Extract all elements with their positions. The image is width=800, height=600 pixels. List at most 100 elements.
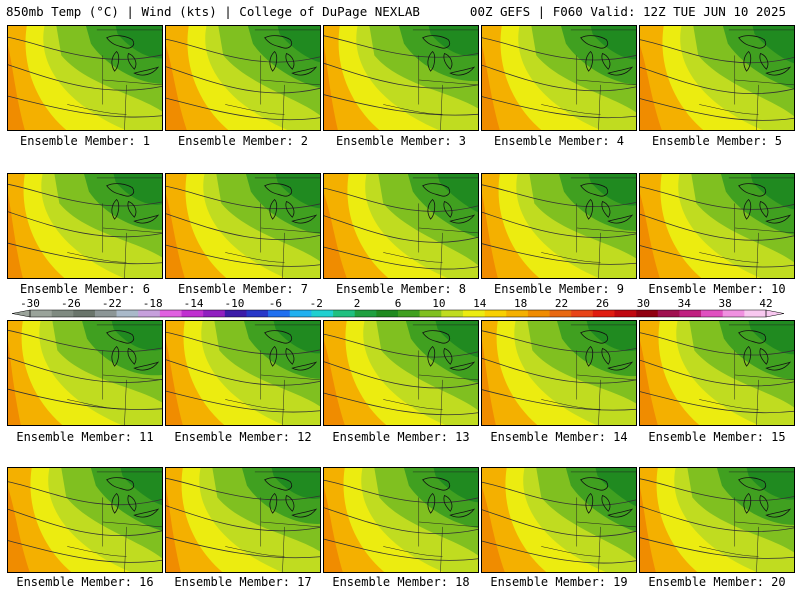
temperature-colorbar: -30 -26 -22 -18 -14 -10 -6 -2 2 6 10 14 18 22 26 30 34 38… xyxy=(11,297,785,318)
height-contour xyxy=(482,64,636,92)
temperature-band xyxy=(435,321,478,358)
colorbar-segment xyxy=(679,310,702,317)
temperature-band xyxy=(275,174,320,209)
colorbar-segment xyxy=(159,310,182,317)
political-borders xyxy=(67,29,162,130)
colorbar-segment xyxy=(722,310,745,317)
colorbar-tick-label: 34 xyxy=(678,297,692,310)
colorbar-tick-label: -26 xyxy=(61,297,81,310)
colorbar-segment xyxy=(506,310,529,317)
great-lakes-outline xyxy=(106,477,160,518)
political-borders xyxy=(699,29,794,130)
height-contour xyxy=(482,184,636,208)
great-lakes-outline xyxy=(422,35,476,76)
temperature-band xyxy=(482,321,538,425)
temperature-field xyxy=(640,321,794,425)
colorbar-tick-label: 14 xyxy=(473,297,487,310)
temperature-band xyxy=(595,468,636,507)
ensemble-member-map xyxy=(323,173,479,279)
temperature-band xyxy=(428,26,478,57)
colorbar-segment xyxy=(592,310,615,317)
great-lakes-outline xyxy=(422,183,476,224)
height-contour xyxy=(324,246,478,270)
ensemble-member-map xyxy=(165,320,321,426)
political-borders xyxy=(699,324,794,425)
temperature-band xyxy=(324,174,389,278)
temperature-band xyxy=(640,468,698,572)
temperature-band xyxy=(8,193,23,278)
colorbar-tick-label: 42 xyxy=(759,297,772,310)
height-contour xyxy=(482,509,636,537)
temperature-band xyxy=(111,321,162,351)
colorbar-tick-label: -22 xyxy=(102,297,122,310)
colorbar-segment xyxy=(398,310,420,317)
ensemble-member-map xyxy=(7,467,163,573)
colorbar-segment xyxy=(527,310,550,317)
temperature-band xyxy=(166,321,225,425)
political-borders xyxy=(383,177,478,278)
political-borders xyxy=(225,324,320,425)
ensemble-member-label: Ensemble Member: 9 xyxy=(493,282,625,296)
height-contour xyxy=(482,540,636,564)
temperature-band xyxy=(586,321,636,352)
temperature-band xyxy=(324,468,385,572)
colorbar-tick-label: 26 xyxy=(596,297,609,310)
ensemble-member-label: Ensemble Member: 8 xyxy=(335,282,467,296)
great-lakes-outline xyxy=(738,477,792,518)
temperature-band xyxy=(8,340,21,425)
colorbar-segment xyxy=(268,310,291,317)
colorbar-tick-label: 22 xyxy=(555,297,568,310)
great-lakes-outline xyxy=(580,35,634,76)
ensemble-member-label: Ensemble Member: 19 xyxy=(490,575,628,589)
height-contour xyxy=(324,35,478,58)
colorbar-tick-label: 6 xyxy=(395,297,402,310)
height-contour xyxy=(8,183,162,207)
temperature-band xyxy=(166,174,227,278)
political-borders xyxy=(541,324,636,425)
ensemble-member-map xyxy=(481,25,637,131)
height-contour xyxy=(324,333,478,358)
height-contour xyxy=(640,98,794,121)
height-contour xyxy=(8,357,162,383)
colorbar-segment xyxy=(354,310,377,317)
temperature-field xyxy=(324,26,478,130)
temperature-band xyxy=(166,26,229,130)
temperature-band xyxy=(588,174,636,206)
ensemble-member-label: Ensemble Member: 11 xyxy=(16,430,154,444)
ensemble-member-map xyxy=(639,467,795,573)
political-borders xyxy=(225,29,320,130)
ensemble-member-map xyxy=(7,320,163,426)
great-lakes-outline xyxy=(264,477,318,518)
colorbar-segment xyxy=(311,310,334,317)
ensemble-member-label: Ensemble Member: 17 xyxy=(174,575,312,589)
temperature-band xyxy=(113,174,162,205)
height-contour xyxy=(8,481,162,506)
colorbar-segment xyxy=(701,310,724,317)
political-borders xyxy=(225,177,320,278)
height-contour xyxy=(482,330,636,353)
colorbar-segment xyxy=(657,310,680,317)
temperature-band xyxy=(166,45,187,130)
height-contour xyxy=(640,66,794,95)
temperature-band xyxy=(640,321,700,425)
temperature-field xyxy=(640,26,794,130)
ensemble-member-map xyxy=(165,467,321,573)
ensemble-member-map xyxy=(165,25,321,131)
height-contour xyxy=(8,508,162,537)
height-contour xyxy=(166,390,320,413)
temperature-band xyxy=(640,340,658,425)
colorbar-segment xyxy=(289,310,312,317)
ensemble-member-map xyxy=(639,320,795,426)
great-lakes-outline xyxy=(580,330,634,371)
height-contour xyxy=(324,538,478,561)
colorbar-tick-label: 38 xyxy=(718,297,731,310)
map-title: 850mb Temp (°C) | Wind (kts) | College o… xyxy=(6,4,420,19)
political-borders xyxy=(541,471,636,572)
political-borders xyxy=(541,177,636,278)
temperature-field xyxy=(324,468,478,572)
ensemble-member-map xyxy=(7,173,163,279)
great-lakes-outline xyxy=(580,477,634,518)
temperature-band xyxy=(166,193,185,278)
temperature-band xyxy=(482,468,547,572)
temperature-band xyxy=(482,487,505,572)
